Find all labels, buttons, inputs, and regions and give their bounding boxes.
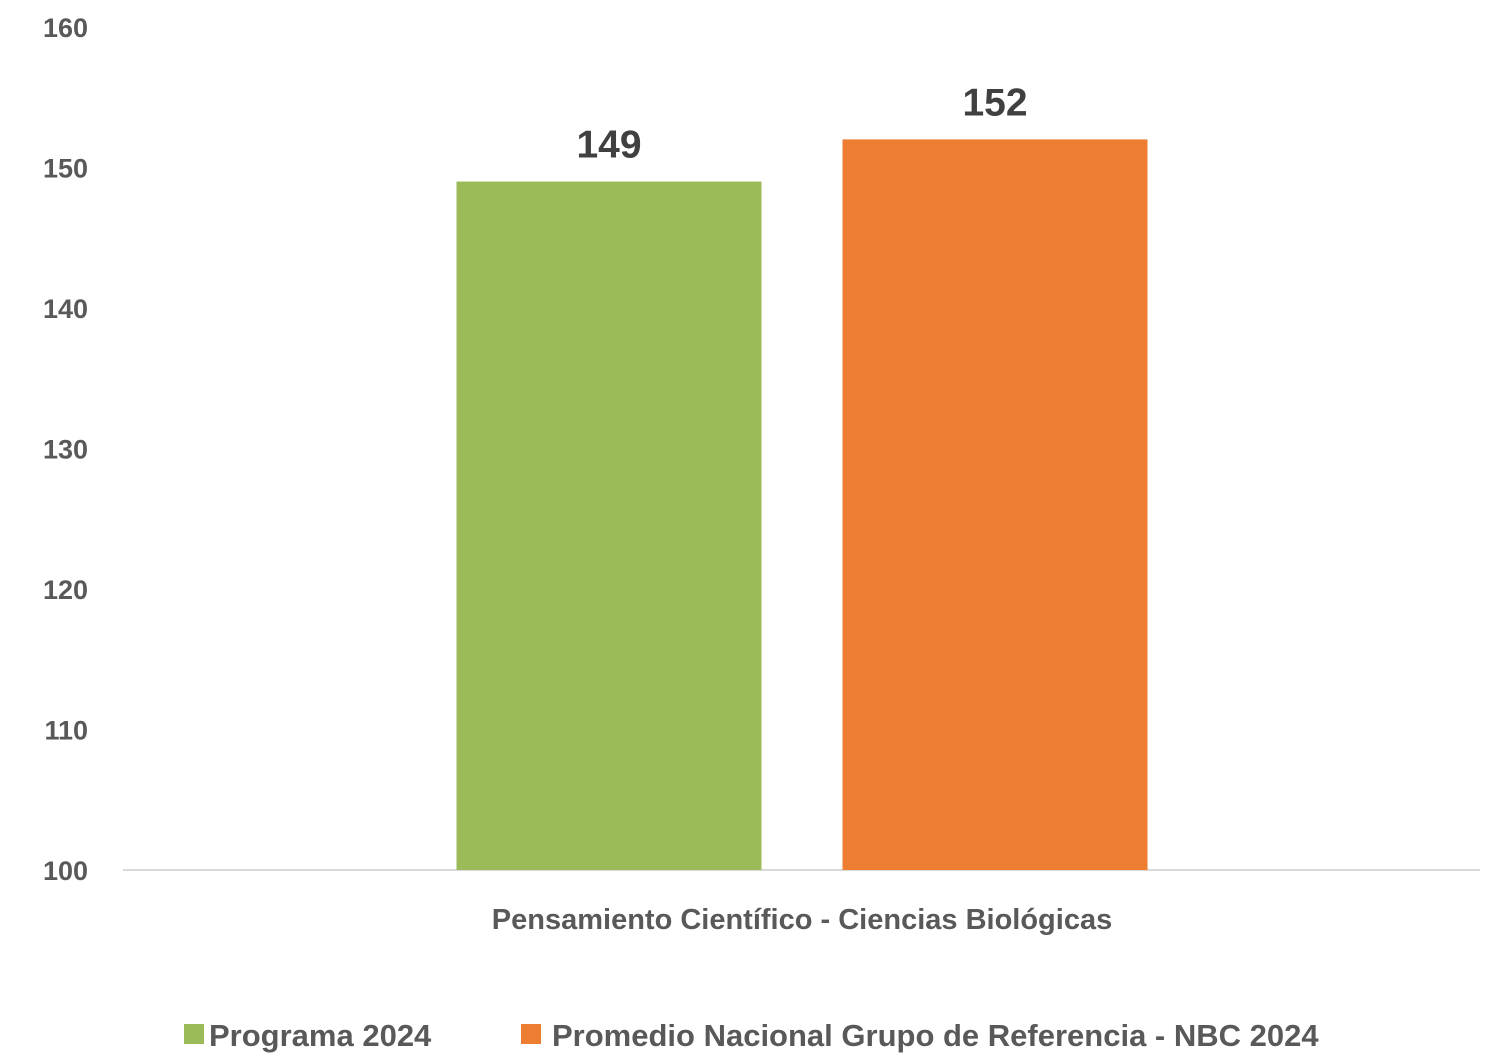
legend-label: Programa 2024 xyxy=(209,1018,432,1053)
y-tick-label: 120 xyxy=(43,575,88,605)
legend: Programa 2024 Promedio Nacional Grupo de … xyxy=(184,1018,1319,1053)
bar-data-label: 152 xyxy=(962,81,1027,124)
legend-swatch xyxy=(521,1024,541,1044)
bar-promedio-nacional-nbc-2024 xyxy=(842,139,1148,870)
legend-label: Promedio Nacional Grupo de Referencia - … xyxy=(552,1018,1319,1053)
data-labels: 149 152 xyxy=(576,81,1027,166)
y-tick-label: 140 xyxy=(43,294,88,324)
y-axis: 100 110 120 130 140 150 160 xyxy=(43,13,88,886)
y-tick-label: 100 xyxy=(43,856,88,886)
y-tick-label: 110 xyxy=(44,716,88,746)
x-category-label: Pensamiento Científico - Ciencias Biológ… xyxy=(492,904,1112,936)
x-axis: Pensamiento Científico - Ciencias Biológ… xyxy=(492,904,1112,936)
bar-data-label: 149 xyxy=(576,124,641,167)
legend-swatch xyxy=(184,1024,204,1044)
bars xyxy=(456,139,1148,871)
y-tick-label: 130 xyxy=(43,435,88,465)
y-tick-label: 160 xyxy=(43,13,88,43)
bar-programa-2024 xyxy=(456,181,762,871)
y-tick-label: 150 xyxy=(43,154,88,184)
